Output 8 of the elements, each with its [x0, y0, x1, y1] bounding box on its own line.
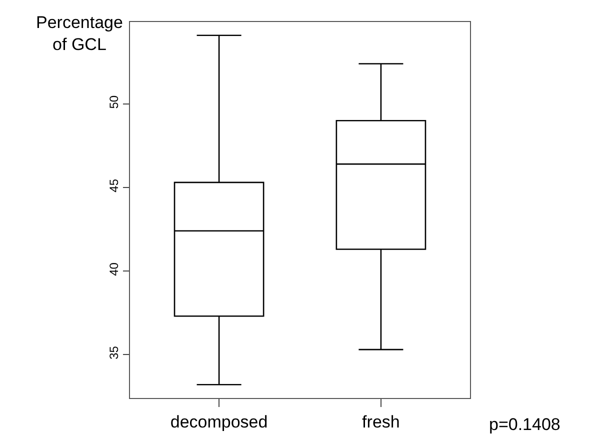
y-axis-title: Percentage of GCL [36, 13, 123, 54]
text: p=0.1408 [489, 415, 560, 434]
x-tick-label: decomposed [170, 412, 268, 432]
y-tick-label: 50 [107, 95, 122, 109]
y-tick-label: 45 [107, 178, 122, 192]
y-tick-label: 35 [107, 346, 122, 360]
x-tick-label: fresh [362, 412, 400, 432]
y-tick-label: 40 [107, 262, 122, 276]
